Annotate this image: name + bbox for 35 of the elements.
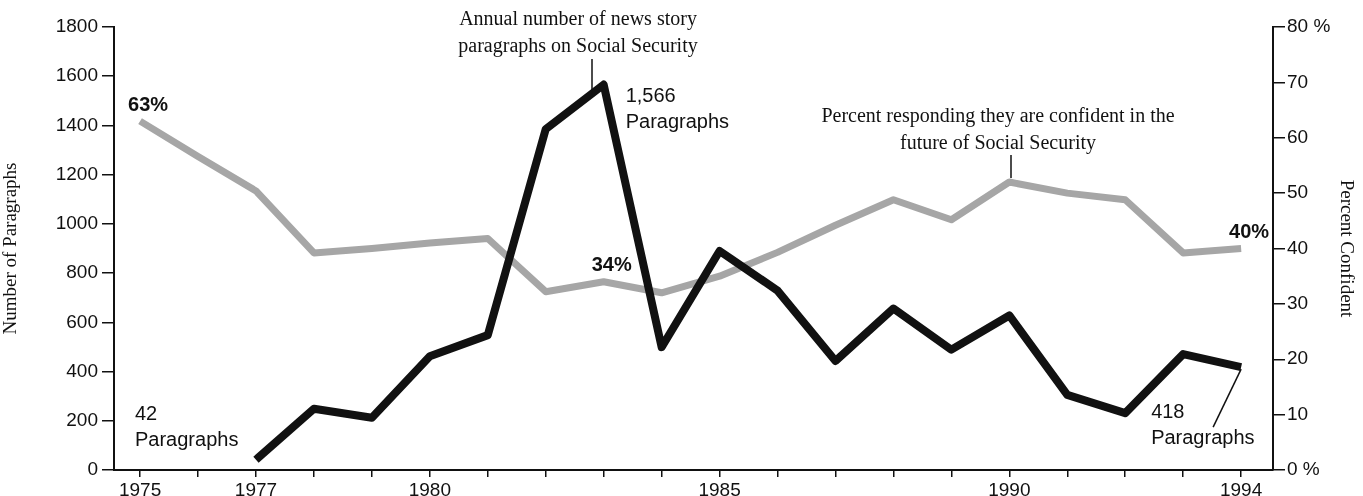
x-tick-label: 1975 [118,478,162,496]
x-tick-label: 1977 [234,478,278,496]
y2-tick-label: 20 [1287,347,1309,369]
text: Percent responding they are confident in the future of Social Security [821,104,1175,155]
y-tick-label: 1400 [55,113,98,135]
y-tick-label: 1600 [55,64,98,86]
x-tick-label: 1990 [988,478,1031,496]
y2-tick-label: 0 % [1287,458,1320,480]
y-tick-label: 800 [66,261,98,283]
y2-tick-label: 60 [1287,125,1309,147]
y-axis-title: Number of Paragraphs [0,162,21,335]
y2-tick-label: 40 [1287,236,1309,258]
y2-tick-label: 50 [1287,181,1309,203]
annotation: 418 Paragraphs [1151,399,1255,448]
y-tick-label: 0 [87,458,98,480]
data-label: 63% [128,92,169,115]
annotation: 42 Paragraphs [134,402,239,451]
y-tick-label: 200 [66,409,98,431]
data-label: 40% [1229,220,1270,243]
y2-tick-label: 80 % [1287,15,1331,37]
y2-tick-label: 10 [1287,402,1309,424]
y2-tick-label: 30 [1287,292,1309,314]
y-tick-label: 600 [66,310,98,332]
y2-axis-title: Percent Confident [1336,179,1358,319]
data-label: 34% [591,253,632,276]
text: Annual number of news story paragraphs on Social Security [458,7,698,58]
x-tick-label: 1994 [1219,478,1263,496]
y-tick-label: 1000 [55,212,98,234]
y-tick-label: 400 [66,359,98,381]
y2-tick-label: 70 [1287,70,1309,92]
annotation: 1,566 Paragraphs [625,84,730,133]
x-tick-label: 1985 [698,478,741,496]
y-tick-label: 1800 [55,15,98,37]
y-tick-label: 1200 [55,162,98,184]
x-tick-label: 1980 [408,478,451,496]
